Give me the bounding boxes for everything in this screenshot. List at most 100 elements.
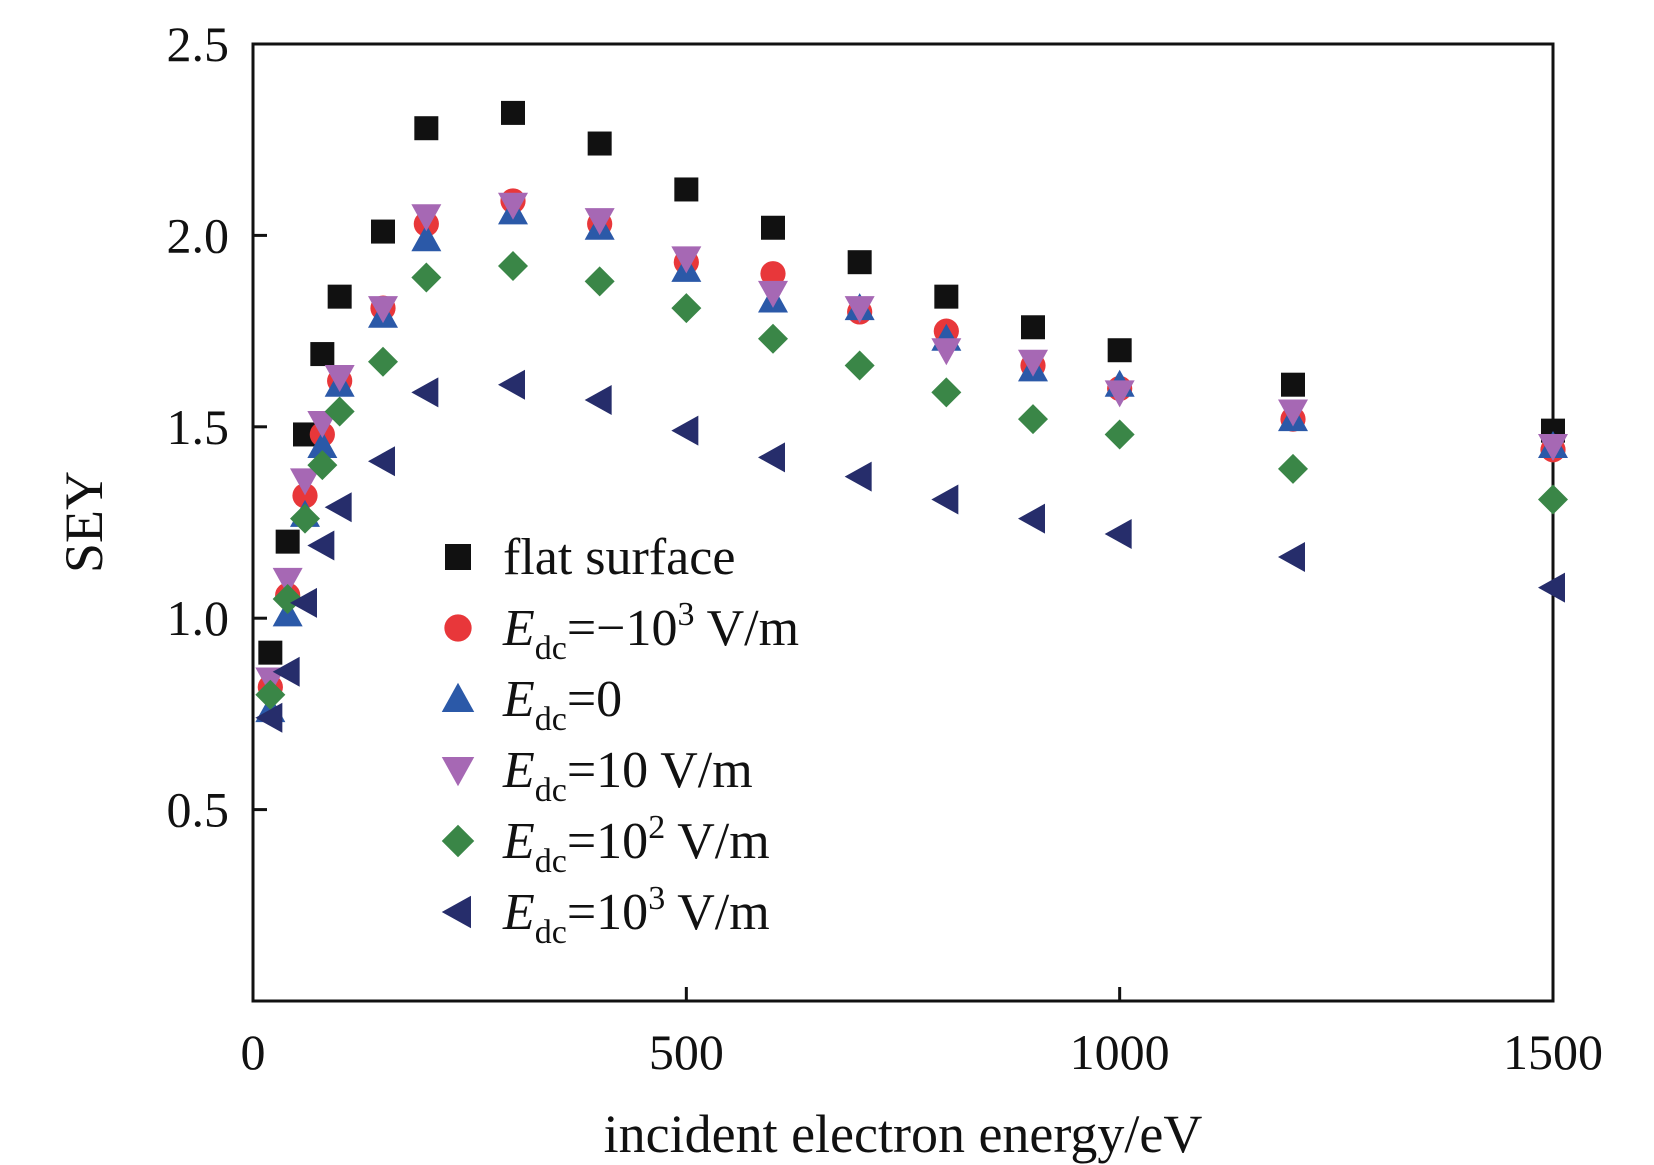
data-point [324,365,355,393]
legend-item: Edc​=−103​ V/m [444,596,799,667]
legend-marker [444,614,472,642]
data-point [671,246,702,274]
legend-text-part: flat surface [503,529,735,586]
series-2 [255,197,1568,723]
data-point [1538,572,1565,603]
legend-item: Edc​=0 [441,671,622,738]
legend-item: Edc​=10 V/m [441,742,753,809]
data-point [758,323,788,354]
data-point [272,656,300,687]
legend-text-part: =10 [567,884,648,941]
legend-label: Edc​=10 V/m [502,742,753,809]
data-point [255,702,283,733]
data-point [1018,404,1048,435]
series-5 [255,369,1565,733]
legend-item: Edc​=102​ V/m [441,809,770,880]
data-point [931,484,959,515]
data-point [1281,372,1305,397]
legend-text-part: =10 V/m [567,742,753,799]
data-point [671,293,702,324]
data-point [758,442,785,473]
x-tick-label: 1500 [1503,1024,1603,1080]
data-point [290,503,320,534]
legend-label: Edc​=102​ V/m [502,809,770,880]
legend-text-part: 2 [648,809,665,846]
data-point [292,483,318,509]
data-point [255,679,286,710]
legend-text-part: E [502,600,535,657]
data-point [934,284,959,309]
legend-text-part: E [502,742,535,799]
legend-marker [441,682,475,712]
data-point [587,131,612,156]
plot-frame [251,42,1555,1003]
legend-text-part: =−10 [567,600,678,657]
data-point [760,261,786,287]
data-point [368,346,398,377]
data-point [498,369,525,400]
data-point [1538,433,1568,461]
data-point [290,468,320,496]
data-point [414,116,439,141]
legend: flat surface Edc​=−103​ V/mEdc​=0Edc​=10 … [441,529,799,951]
legend-label: Edc​=103​ V/m [502,880,770,951]
legend-text-part: E [502,671,535,728]
legend-text-part: dc [535,630,567,667]
legend-text-part: V/m [665,813,770,870]
data-point [498,251,528,282]
legend-item: Edc​=103​ V/m [441,880,770,951]
data-point [1104,518,1132,549]
data-point [411,204,442,232]
y-tick-label: 0.5 [167,782,230,838]
data-point [1278,541,1305,572]
y-tick-label: 1.5 [167,399,230,455]
legend-label: flat surface [503,529,735,586]
legend-text-part: V/m [665,884,770,941]
data-point [498,192,528,220]
data-point [674,177,699,202]
data-point [272,584,303,615]
data-point [671,415,699,446]
legend-label: Edc​=−103​ V/m [502,596,799,667]
x-tick-label: 500 [649,1024,724,1080]
series-3 [255,192,1568,695]
data-point [368,296,398,324]
data-point [275,529,300,554]
legend-text-part: =10 [567,813,648,870]
legend-marker [441,757,475,787]
data-point [324,396,355,427]
data-point [307,530,335,561]
series-4 [255,251,1568,710]
data-point [1104,380,1135,408]
legend-item: flat surface [445,529,735,586]
data-point [758,280,788,308]
legend-label: Edc​=0 [502,671,622,738]
data-point [411,262,442,293]
y-tick-label: 2.5 [167,16,230,72]
data-point [310,342,335,367]
data-point [327,284,352,309]
data-point [1018,503,1045,534]
data-point [931,377,962,408]
legend-text-part: dc [535,772,567,809]
data-point [501,100,525,125]
legend-text-part: dc [535,701,567,738]
legend-text-part: E [502,813,535,870]
x-tick-label: 1000 [1070,1024,1170,1080]
data-point [272,567,303,595]
data-point [584,385,612,416]
axis-ticks: 0 500 1000 1500 0.5 1.0 1.5 2.0 2.5 [167,16,1604,1080]
data-points [255,100,1568,733]
legend-marker [441,895,471,929]
legend-text-part: =0 [567,671,622,728]
data-point [1018,349,1048,377]
data-point [290,587,317,618]
data-point [368,446,395,477]
data-point [1107,338,1132,363]
legend-text-part: 3 [648,880,665,917]
data-point [307,410,338,438]
data-point [847,250,872,275]
x-axis-title: incident electron energy/eV [604,1104,1203,1164]
legend-text-part: 3 [678,596,695,633]
